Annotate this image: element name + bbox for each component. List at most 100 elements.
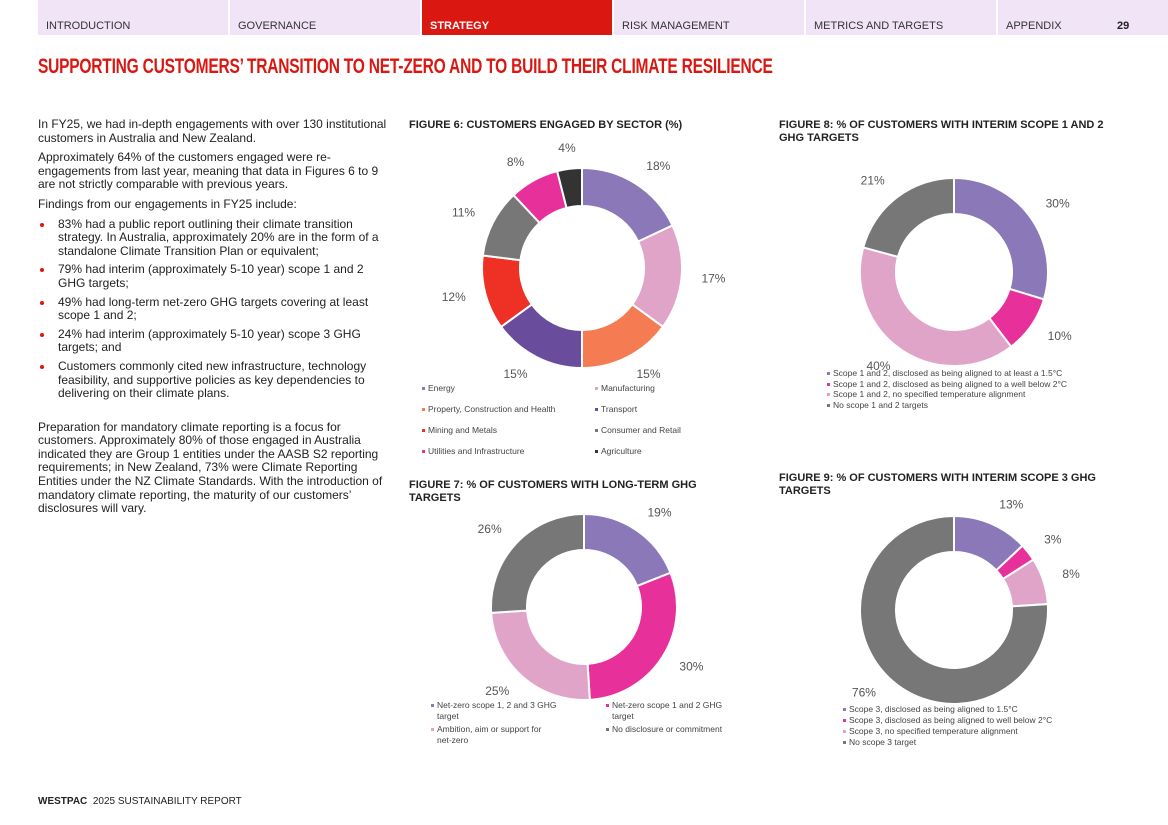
data-label: 12% <box>442 290 466 304</box>
nav-tab: STRATEGY <box>422 0 612 35</box>
legend-label: Scope 1 and 2, disclosed as being aligne… <box>833 378 1067 389</box>
page-title: SUPPORTING CUSTOMERS’ TRANSITION TO NET-… <box>38 55 773 78</box>
donut-slice <box>862 176 955 259</box>
legend-label: Scope 3, no specified temperature alignm… <box>849 726 1018 736</box>
nav-tab: METRICS AND TARGETS <box>806 0 996 35</box>
data-label: 15% <box>636 367 660 381</box>
legend-item: Net-zero scope 1 and 2 GHG target <box>606 700 732 721</box>
legend-swatch <box>827 372 830 375</box>
figure-title: FIGURE 7: % OF CUSTOMERS WITH LONG-TERM … <box>409 479 697 504</box>
legend-item: Scope 1 and 2, disclosed as being aligne… <box>827 378 1133 390</box>
legend-item: Scope 1 and 2, disclosed as being aligne… <box>827 368 1133 379</box>
legend-label: Energy <box>428 383 455 393</box>
legend-swatch <box>422 429 425 432</box>
legend-item: Transport <box>595 404 766 415</box>
legend-label: Net-zero scope 1 and 2 GHG target <box>612 700 723 721</box>
legend-item: Scope 3, no specified temperature alignm… <box>843 726 1149 737</box>
legend-item: Scope 1 and 2, no specified temperature … <box>827 389 1133 400</box>
data-label: 17% <box>701 271 725 285</box>
legend-label: No disclosure or commitment <box>612 724 723 734</box>
data-label: 21% <box>861 174 885 188</box>
paragraph: Preparation for mandatory climate report… <box>38 419 383 516</box>
legend-swatch <box>606 704 609 707</box>
legend-label: Scope 1 and 2, no specified temperature … <box>833 389 1026 399</box>
data-label: 40% <box>866 359 890 373</box>
legend-label: Scope 1 and 2, disclosed as being aligne… <box>833 368 1063 378</box>
data-label: 30% <box>1046 196 1070 210</box>
figure-title: FIGURE 6: CUSTOMERS ENGAGED BY SECTOR (%… <box>409 119 683 131</box>
data-label: 8% <box>507 155 525 169</box>
legend-item: No scope 1 and 2 targets <box>827 400 1133 411</box>
legend-item: Property, Construction and Health <box>422 404 593 415</box>
bullet: Customers commonly cited new infrastruct… <box>38 359 390 401</box>
donut-slice <box>953 176 1049 301</box>
bullet: 24% had interim (approximately 5-10 year… <box>38 327 390 355</box>
data-label: 19% <box>648 506 672 520</box>
paragraph: In FY25, we had in-depth engagements wit… <box>38 117 387 145</box>
footer-brand: WESTPAC <box>38 796 88 807</box>
legend-swatch <box>606 728 609 731</box>
data-label: 11% <box>452 206 475 220</box>
legend-label: Ambition, aim or support for net-zero <box>437 724 542 745</box>
legend-swatch <box>595 429 598 432</box>
legend-swatch <box>827 403 830 407</box>
legend-label: Utilities and Infrastructure <box>428 446 525 456</box>
legend-swatch <box>843 730 846 733</box>
donut-slice <box>586 571 678 701</box>
data-label: 3% <box>1044 532 1062 546</box>
legend-label: Scope 3, disclosed as being aligned to 1… <box>849 704 1018 714</box>
legend-swatch <box>431 728 434 731</box>
legend-item: No disclosure or commitment <box>606 724 732 735</box>
donut-slice <box>859 514 1049 705</box>
legend-swatch <box>422 387 425 390</box>
legend-swatch <box>595 408 598 411</box>
body-text: In FY25, we had in-depth engagements wit… <box>38 117 390 522</box>
legend-item: Scope 3, disclosed as being aligned to w… <box>843 715 1149 726</box>
figure-title: FIGURE 8: % OF CUSTOMERS WITH INTERIM SC… <box>779 119 1104 144</box>
bullet-list: 83% had a public report outlining their … <box>38 217 390 401</box>
paragraph: Approximately 64% of the customers engag… <box>38 150 379 192</box>
legend-swatch <box>422 450 425 453</box>
paragraph: Findings from our engagements in FY25 in… <box>38 196 297 211</box>
donut-slice <box>581 166 674 243</box>
legend-swatch <box>843 741 846 744</box>
footer-text: 2025 SUSTAINABILITY REPORT <box>92 796 242 807</box>
legend-swatch <box>431 704 434 707</box>
data-label: 4% <box>558 141 576 155</box>
legend-label: Agriculture <box>601 446 642 456</box>
legend-item: Mining and Metals <box>422 425 593 436</box>
nav-tab: GOVERNANCE <box>230 0 420 35</box>
data-label: 25% <box>485 684 509 698</box>
footer: WESTPAC 2025 SUSTAINABILITY REPORT <box>38 796 242 807</box>
nav-tab: APPENDIX <box>998 0 1168 35</box>
data-label: 30% <box>679 660 703 674</box>
legend-item: Utilities and Infrastructure <box>422 446 593 457</box>
data-label: 13% <box>999 498 1023 512</box>
legend-swatch <box>595 450 598 453</box>
legend-label: Property, Construction and Health <box>428 404 556 414</box>
legend-swatch <box>827 382 830 386</box>
legend-label: Net-zero scope 1, 2 and 3 GHG target <box>437 700 557 721</box>
legend-label: Mining and Metals <box>428 425 497 435</box>
legend-item: Consumer and Retail <box>595 425 766 436</box>
legend-swatch <box>843 708 846 711</box>
data-label: 76% <box>852 685 876 699</box>
nav-tab: RISK MANAGEMENT <box>614 0 804 35</box>
legend-item: Ambition, aim or support for net-zero <box>431 724 557 745</box>
legend-label: Transport <box>601 404 638 414</box>
page-number: 29 <box>1117 20 1130 32</box>
nav-tab: INTRODUCTION <box>38 0 228 35</box>
legend-label: No scope 3 target <box>849 737 917 747</box>
legend-label: Scope 3, disclosed as being aligned to w… <box>849 715 1053 725</box>
legend-swatch <box>827 393 830 396</box>
legend-item: Net-zero scope 1, 2 and 3 GHG target <box>431 700 557 721</box>
data-label: 26% <box>478 522 502 536</box>
legend-item: No scope 3 target <box>843 737 1149 748</box>
legend-item: Energy <box>422 383 593 394</box>
donut-slice <box>490 512 585 614</box>
bullet: 83% had a public report outlining their … <box>38 217 390 259</box>
data-label: 8% <box>1062 567 1080 581</box>
legend-swatch <box>843 719 846 722</box>
data-label: 10% <box>1048 329 1072 343</box>
